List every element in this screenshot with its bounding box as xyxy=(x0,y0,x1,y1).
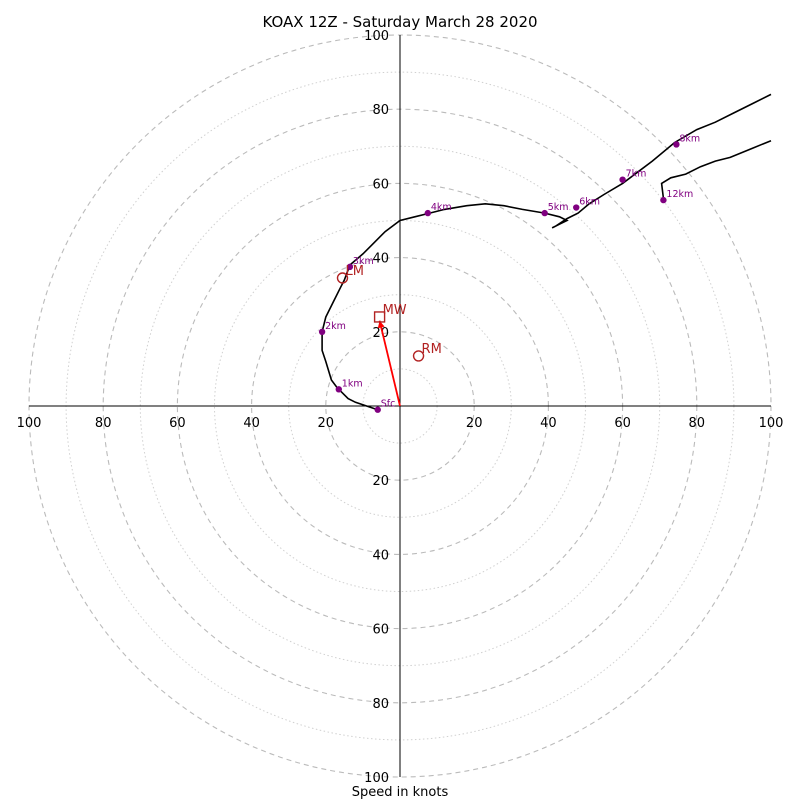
height-label-8km: 8km xyxy=(679,133,700,144)
y-tick-label: 80 xyxy=(372,697,389,712)
storm-motion-markers: LM RM MW xyxy=(336,264,442,362)
storm-motion-lm-marker xyxy=(336,272,349,284)
height-label-7km: 7km xyxy=(626,169,647,180)
height-label-1km: 1km xyxy=(342,378,363,389)
y-tick-label: 100 xyxy=(364,29,389,44)
storm-motion-lm-label: LM xyxy=(345,264,363,279)
chart-title: KOAX 12Z - Saturday March 28 2020 xyxy=(262,13,537,31)
storm-motion-rm-marker xyxy=(412,350,425,362)
height-marker-2km xyxy=(318,328,326,335)
height-label-2km: 2km xyxy=(325,321,346,332)
x-tick-label: 100 xyxy=(759,416,784,431)
storm-motion-mw-label: MW xyxy=(383,303,407,318)
hodograph-line-upper xyxy=(660,139,772,199)
y-tick-label: 100 xyxy=(364,771,389,786)
x-tick-label: 60 xyxy=(169,416,186,431)
y-tick-label: 80 xyxy=(372,103,389,118)
storm-motion-rm-label: RM xyxy=(422,342,442,357)
height-marker-8km xyxy=(673,141,680,148)
x-tick-label: 60 xyxy=(614,416,631,431)
x-tick-label: 80 xyxy=(95,416,112,431)
height-label-4km: 4km xyxy=(431,202,452,213)
height-marker-1km xyxy=(335,386,342,393)
y-tick-label: 40 xyxy=(372,252,389,267)
y-tick-label: 20 xyxy=(372,474,389,489)
height-marker-4km xyxy=(424,209,432,217)
y-tick-label: 60 xyxy=(372,623,389,638)
height-marker-3km xyxy=(346,263,354,271)
mean-wind-vector-line xyxy=(378,320,401,407)
y-tick-label: 40 xyxy=(372,548,389,563)
height-marker-7km xyxy=(619,176,626,183)
height-label-5km: 5km xyxy=(548,202,569,213)
x-tick-label: 20 xyxy=(466,416,483,431)
height-label-12km: 12km xyxy=(666,189,693,200)
height-label-sfc: Sfc xyxy=(381,399,396,410)
x-tick-label: 100 xyxy=(17,416,42,431)
x-axis-label: Speed in knots xyxy=(352,785,449,800)
height-marker-sfc xyxy=(374,406,381,413)
x-tick-label: 40 xyxy=(540,416,557,431)
y-tick-label: 60 xyxy=(372,177,389,192)
y-tick-label: 20 xyxy=(372,326,389,341)
tick-labels: 100 80 60 40 20 20 40 60 80 100 100 80 60 40 20 20 40 60 8… xyxy=(17,29,784,786)
height-label-3km: 3km xyxy=(353,256,374,267)
height-marker-12km xyxy=(660,196,667,204)
height-marker-6km xyxy=(573,204,580,211)
x-tick-label: 80 xyxy=(689,416,706,431)
height-markers: Sfc 1km 2km 3km 4km 5km 6km 7km 8km 12km xyxy=(318,133,700,413)
x-tick-label: 20 xyxy=(318,416,335,431)
height-marker-5km xyxy=(541,209,548,217)
x-tick-label: 40 xyxy=(243,416,260,431)
storm-motion-mw-marker xyxy=(373,311,386,323)
height-label-6km: 6km xyxy=(579,197,600,208)
